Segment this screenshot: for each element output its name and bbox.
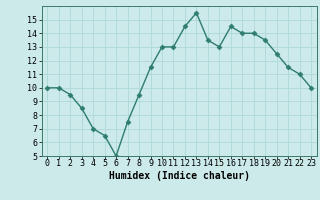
X-axis label: Humidex (Indice chaleur): Humidex (Indice chaleur): [109, 171, 250, 181]
